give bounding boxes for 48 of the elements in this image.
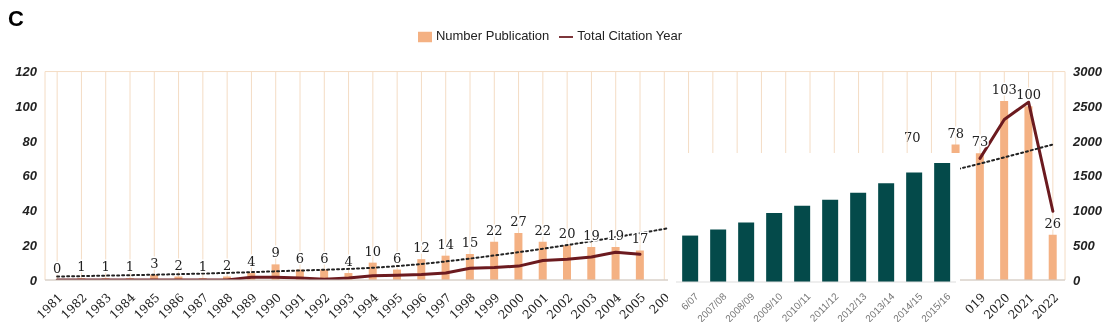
y2-tick-label: 0 — [1073, 272, 1081, 288]
data-label: 4 — [344, 254, 353, 270]
data-label: 2 — [174, 257, 183, 273]
y-tick-label: 120 — [15, 64, 38, 80]
data-label: 100 — [1016, 87, 1041, 103]
y2-tick-label: 500 — [1073, 237, 1096, 253]
data-label: 1 — [77, 259, 86, 275]
data-label: 1 — [198, 259, 207, 275]
data-label: 22 — [486, 222, 503, 238]
data-label: 6 — [320, 250, 329, 266]
data-label: 6 — [295, 250, 305, 266]
data-label: 4 — [247, 254, 256, 270]
data-label: 26 — [1044, 215, 1062, 231]
data-label: 103 — [991, 82, 1017, 98]
data-label: 3 — [150, 255, 159, 271]
y2-tick-label: 2500 — [1072, 98, 1103, 114]
y2-tick-label: 1000 — [1073, 203, 1103, 219]
data-label: 22 — [534, 222, 552, 238]
y-tick-label: 40 — [21, 203, 38, 219]
data-label: 15 — [461, 234, 479, 250]
legend-label: Total Citation Year — [577, 28, 683, 43]
data-label: 19 — [583, 228, 600, 243]
data-label: 17 — [631, 231, 649, 247]
data-label: 12 — [413, 240, 430, 256]
annotation: 70 — [904, 130, 921, 145]
data-label: 6 — [393, 250, 402, 266]
chart-title: C — [8, 6, 24, 32]
y-tick-label: 0 — [29, 272, 38, 288]
data-label: 27 — [510, 214, 527, 230]
data-label: 73 — [971, 134, 989, 150]
y2-tick-label: 1500 — [1073, 168, 1103, 184]
data-label: 0 — [53, 261, 62, 276]
data-label: 10 — [364, 243, 382, 259]
data-label: 20 — [558, 226, 576, 242]
y-tick-label: 80 — [22, 133, 38, 149]
data-label: 14 — [437, 236, 454, 252]
data-label: 2 — [223, 257, 232, 273]
data-label: 9 — [271, 245, 280, 261]
y2-tick-label: 2000 — [1072, 133, 1103, 149]
data-label: 1 — [101, 259, 110, 275]
y-tick-label: 20 — [21, 237, 38, 253]
x-tick-label: 6/07 — [678, 290, 701, 313]
legend-label: Number Publication — [435, 28, 550, 43]
y2-tick-label: 3000 — [1073, 64, 1103, 80]
data-label: 1 — [125, 259, 135, 275]
y-tick-label: 100 — [15, 98, 38, 114]
y-tick-label: 60 — [22, 168, 38, 184]
data-label: 78 — [947, 125, 964, 141]
